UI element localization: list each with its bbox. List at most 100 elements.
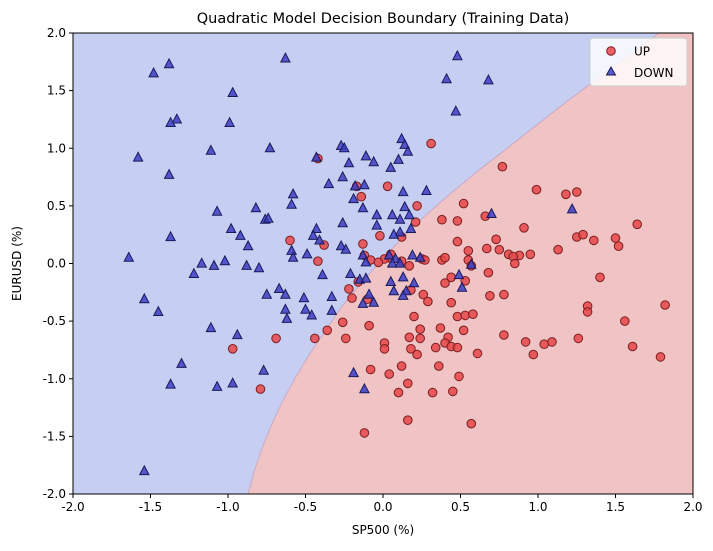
down-point: [227, 377, 239, 388]
down-point: [357, 201, 369, 213]
up-point: [494, 244, 505, 255]
down-point: [486, 207, 497, 218]
up-point: [418, 289, 429, 300]
up-point: [446, 272, 457, 283]
down-point: [205, 144, 217, 155]
down-point: [241, 259, 253, 270]
down-point: [208, 259, 220, 270]
down-point: [253, 261, 265, 273]
up-point: [409, 311, 419, 322]
down-point: [317, 268, 328, 280]
down-point: [386, 208, 398, 220]
up-point: [255, 384, 266, 394]
down-point: [307, 229, 319, 240]
down-point: [465, 258, 477, 269]
up-point: [440, 252, 450, 263]
up-point: [412, 201, 422, 211]
up-point: [434, 361, 444, 371]
up-point: [655, 352, 666, 362]
up-point: [359, 428, 370, 438]
up-point: [415, 333, 426, 344]
up-point: [430, 342, 441, 353]
up-point: [573, 333, 584, 344]
y-tick-label: 0.5: [47, 199, 66, 213]
down-points: [123, 49, 578, 476]
x-tick-label: 1.0: [528, 500, 547, 514]
up-point: [483, 267, 494, 278]
up-point: [595, 272, 605, 283]
up-point: [589, 235, 599, 246]
down-point: [402, 145, 414, 156]
up-point: [519, 223, 529, 233]
down-point: [132, 151, 144, 162]
y-tick-label: 2.0: [47, 26, 66, 40]
y-axis-label: EURUSD (%): [10, 226, 24, 301]
down-point: [262, 212, 274, 223]
y-tick-label: -0.5: [43, 314, 66, 328]
x-tick-label: 2.0: [683, 500, 702, 514]
down-point: [279, 288, 291, 299]
up-point: [285, 235, 295, 246]
down-point: [450, 105, 462, 116]
up-point: [539, 339, 550, 350]
legend-up-label: UP: [634, 45, 650, 59]
up-point: [582, 307, 593, 317]
up-point: [510, 258, 520, 269]
up-point: [578, 229, 588, 240]
x-tick-label: 1.5: [606, 500, 625, 514]
down-point: [163, 57, 175, 69]
down-point: [279, 52, 291, 63]
down-point: [227, 86, 239, 97]
down-point: [205, 321, 217, 333]
up-point: [620, 316, 630, 326]
down-point: [300, 303, 311, 314]
up-point: [466, 418, 477, 429]
down-point: [371, 219, 383, 230]
up-point: [347, 293, 357, 303]
down-point: [343, 156, 355, 168]
down-point: [242, 239, 254, 251]
y-axis-ticks: -2.0 -1.5 -1.0 -0.5 0.0 0.5 1.0 1.5 2.0: [43, 26, 73, 501]
down-point: [326, 304, 338, 315]
down-point: [165, 378, 177, 389]
up-point: [497, 161, 508, 172]
down-point: [399, 200, 411, 212]
x-axis-label: SP500 (%): [352, 523, 414, 537]
down-point: [348, 366, 360, 378]
up-point: [627, 341, 638, 352]
down-point: [566, 203, 578, 214]
down-point: [456, 281, 468, 292]
up-point: [426, 138, 436, 149]
up-point: [547, 337, 557, 347]
y-tick-label: -1.5: [43, 429, 66, 443]
legend-down-marker: [605, 65, 617, 76]
down-point: [258, 364, 270, 375]
down-point: [176, 357, 187, 368]
up-point: [227, 344, 238, 354]
x-tick-label: -0.5: [294, 500, 317, 514]
down-point: [287, 188, 299, 199]
down-point: [358, 178, 370, 190]
down-point: [357, 249, 369, 260]
down-point: [281, 312, 293, 323]
down-point: [234, 229, 246, 240]
down-point: [337, 170, 349, 182]
down-point: [358, 382, 370, 394]
up-point: [440, 278, 450, 288]
down-point: [335, 239, 347, 251]
up-point: [415, 324, 426, 335]
down-point: [414, 251, 426, 262]
x-axis-ticks: -2.0 -1.5 -1.0 -0.5 0.0 0.5 1.0 1.5 2.0: [61, 494, 703, 514]
up-point: [491, 234, 501, 245]
down-point: [314, 234, 325, 245]
down-point: [360, 256, 372, 267]
down-point: [287, 251, 299, 262]
up-point: [404, 261, 415, 271]
up-point: [271, 333, 281, 344]
down-point: [261, 288, 273, 299]
legend-up-marker: [606, 46, 616, 56]
up-point: [373, 257, 384, 268]
up-point: [313, 256, 323, 267]
down-point: [163, 168, 175, 179]
